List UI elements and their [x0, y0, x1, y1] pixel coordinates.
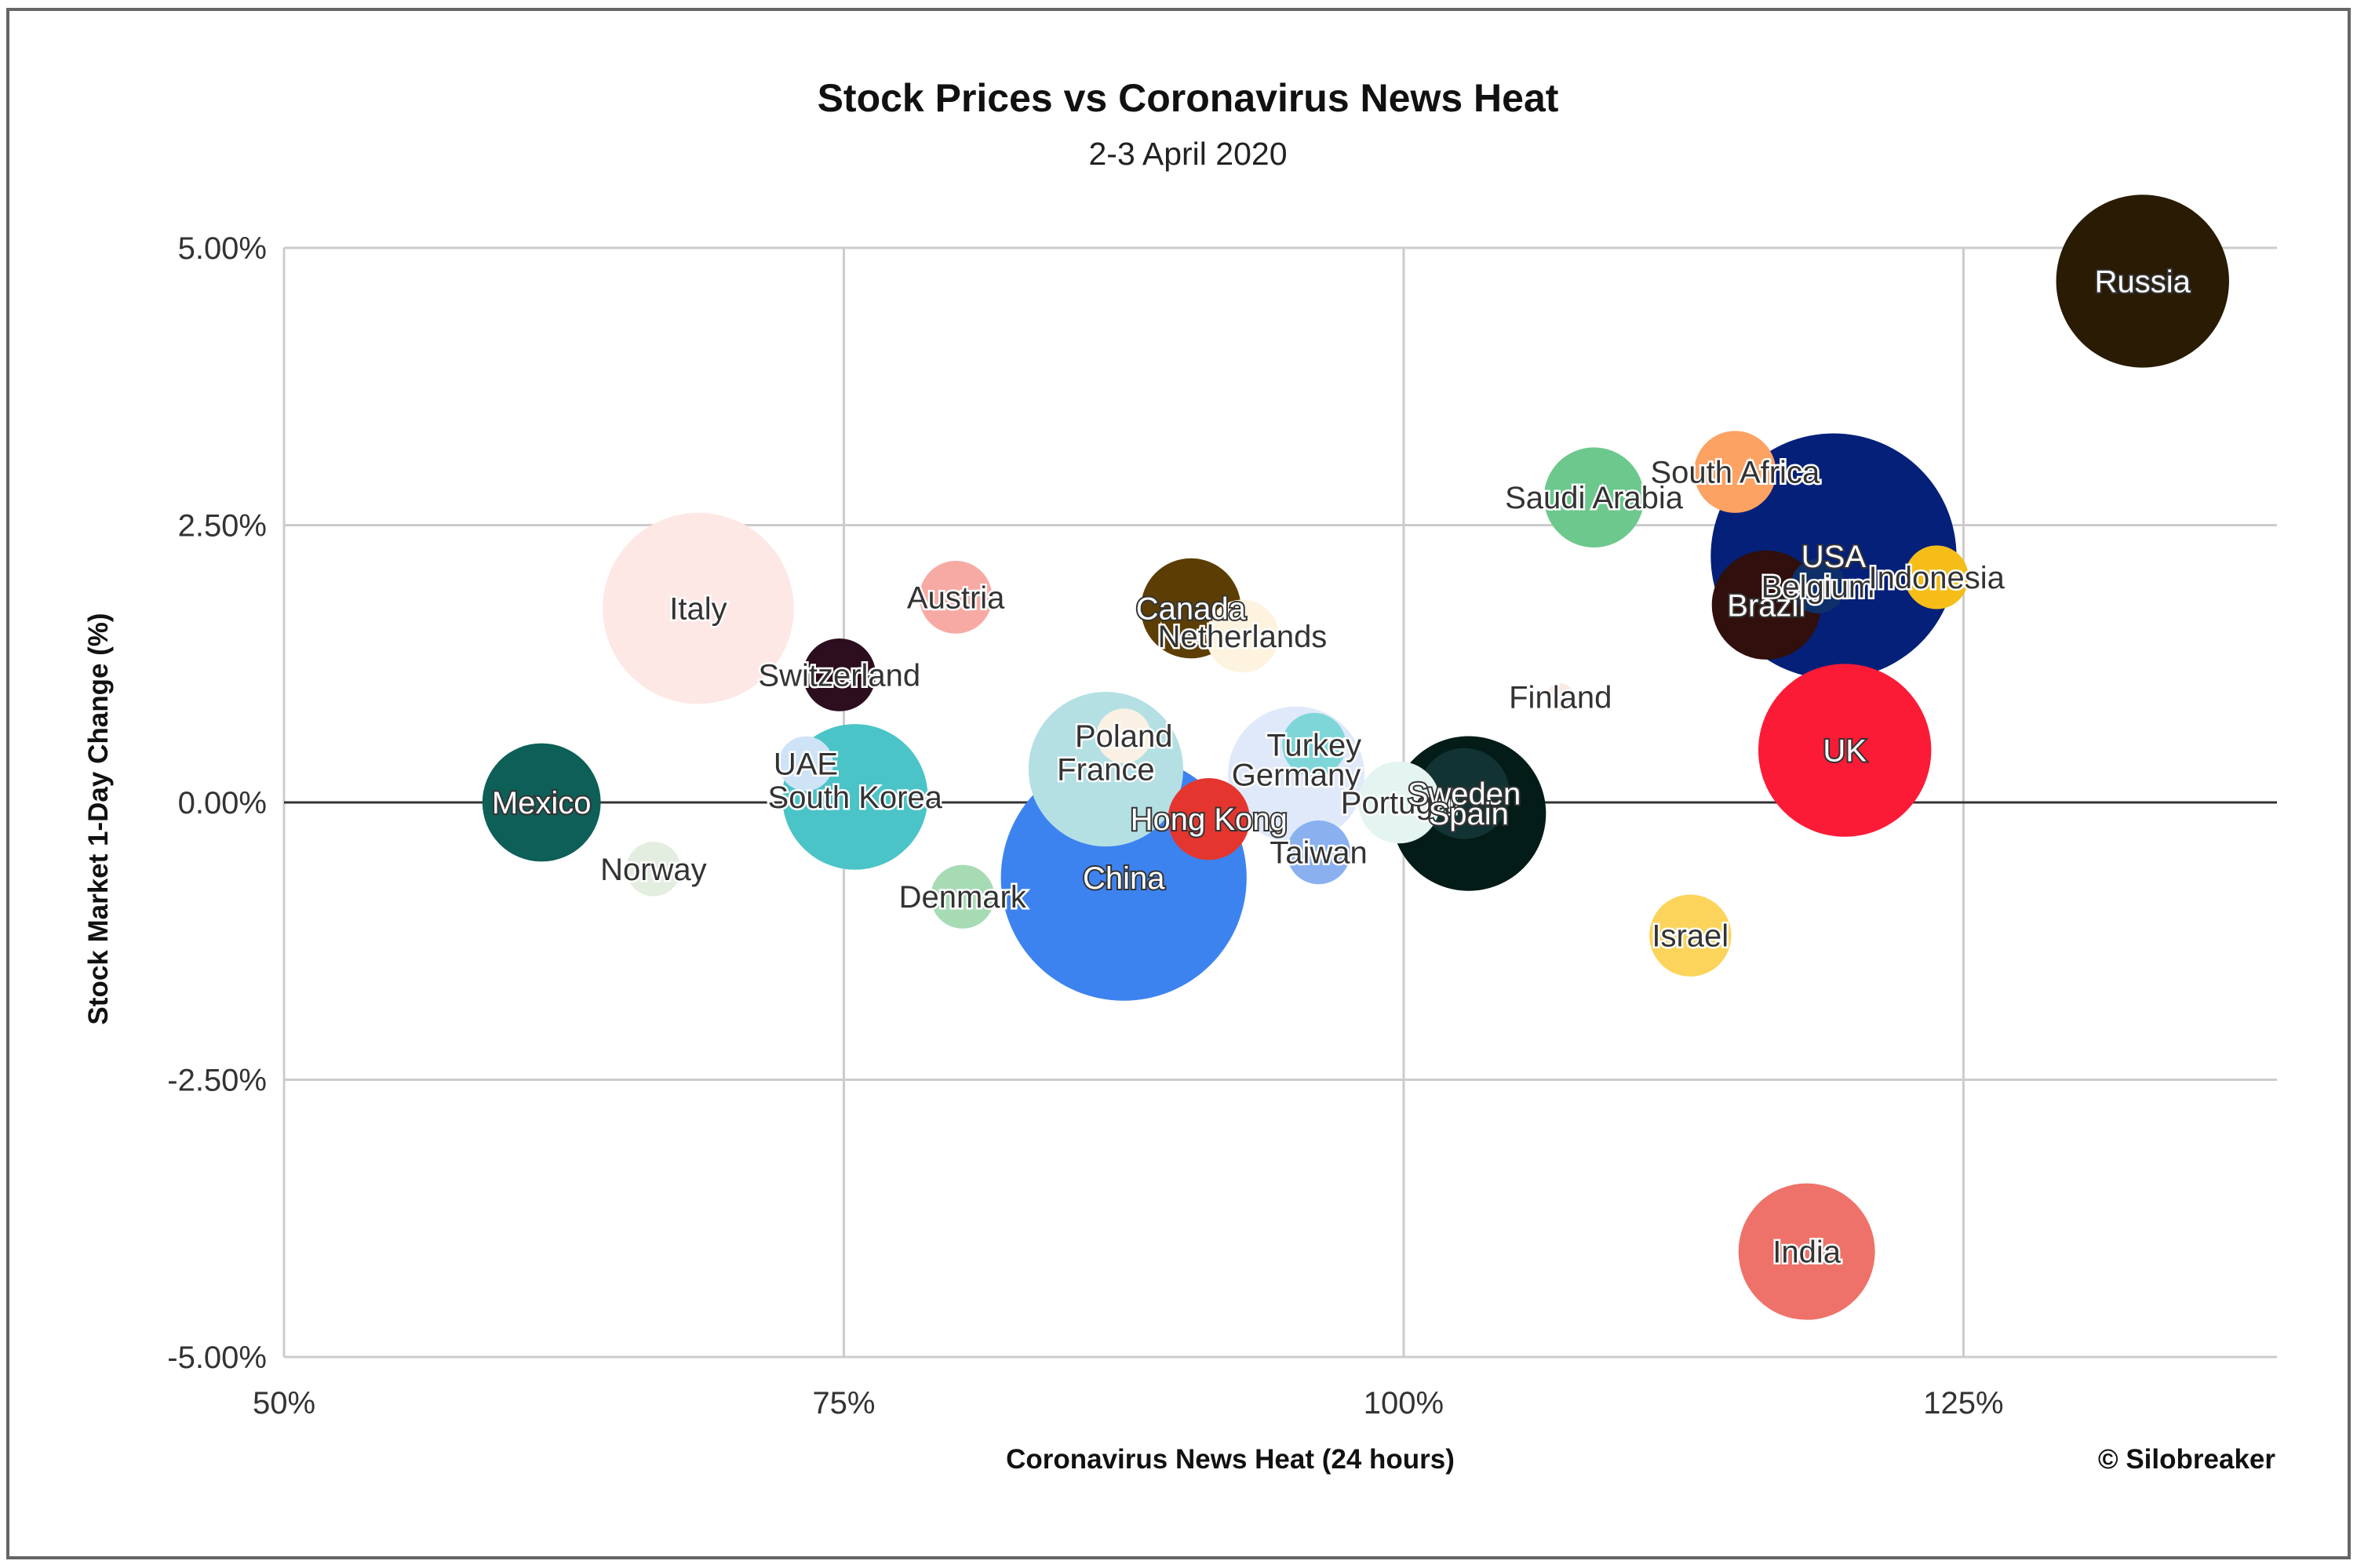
bubble-netherlands[interactable]	[1206, 599, 1279, 673]
bubble-label-uae: UAE	[774, 748, 838, 782]
y-tick-label: -2.50%	[167, 1064, 267, 1098]
bubble-taiwan[interactable]	[1286, 820, 1351, 885]
bubble-belgium[interactable]	[1791, 558, 1845, 614]
bubble-label-finland: Finland	[1509, 681, 1612, 715]
bubble-norway[interactable]	[626, 842, 681, 897]
bubble-label-israel: Israel	[1652, 919, 1729, 954]
bubble-label-germany: Germany	[1232, 759, 1361, 793]
bubble-label-canada: Canada	[1136, 592, 1247, 627]
chart-frame: Stock Prices vs Coronavirus News Heat 2-…	[6, 8, 2351, 1559]
bubble-label-usa: USA	[1801, 540, 1867, 574]
bubble-sweden[interactable]	[1419, 748, 1510, 839]
bubble-label-poland: Poland	[1075, 719, 1173, 754]
y-tick-label: 5.00%	[178, 231, 267, 266]
y-tick-label: 0.00%	[178, 786, 267, 820]
bubble-label-south-korea: South Korea	[768, 780, 943, 815]
credit-label: © Silobreaker	[2098, 1444, 2276, 1475]
bubble-italy[interactable]	[603, 512, 794, 704]
x-tick-label: 75%	[812, 1386, 875, 1421]
bubble-chart: Stock Prices vs Coronavirus News Heat 2-…	[83, 76, 2277, 1475]
axis-ticks: 50% 75% 100% 125% 5.00% 2.50% 0.00% -2.50% -5.00…	[167, 231, 2003, 1421]
bubble-label-turkey: Turkey	[1266, 728, 1361, 762]
bubble-switzerland[interactable]	[803, 638, 876, 711]
bubble-label-indonesia: Indonesia	[1868, 561, 2005, 595]
bubble-label-netherlands: Netherlands	[1158, 620, 1328, 654]
bubble-indonesia[interactable]	[1904, 545, 1969, 609]
x-axis-title: Coronavirus News Heat (24 hours)	[1006, 1444, 1455, 1475]
y-tick-label: -5.00%	[167, 1341, 267, 1375]
bubble-label-denmark: Denmark	[899, 880, 1027, 915]
bubble-russia[interactable]	[2056, 195, 2229, 368]
bubble-uae[interactable]	[778, 736, 833, 791]
bubble-label-switzerland: Switzerland	[758, 658, 920, 693]
bubble-portugal[interactable]	[1358, 761, 1441, 844]
y-axis-title: Stock Market 1-Day Change (%)	[83, 613, 114, 1024]
bubble-label-spain: Spain	[1429, 797, 1509, 831]
chart-title: Stock Prices vs Coronavirus News Heat	[818, 76, 1559, 120]
bubble-label-china: China	[1083, 861, 1165, 896]
bubble-uk[interactable]	[1758, 664, 1932, 837]
bubble-israel[interactable]	[1649, 894, 1732, 977]
x-tick-label: 125%	[1923, 1386, 2003, 1421]
bubble-denmark[interactable]	[931, 864, 995, 929]
bubble-label-india: India	[1772, 1235, 1841, 1270]
bubble-turkey[interactable]	[1282, 712, 1346, 777]
bubble-finland[interactable]	[1546, 683, 1575, 711]
bubble-poland[interactable]	[1096, 708, 1152, 763]
bubble-label-norway: Norway	[600, 853, 707, 887]
chart-subtitle: 2-3 April 2020	[1088, 136, 1287, 172]
bubble-mexico[interactable]	[482, 743, 601, 862]
bubble-label-mexico: Mexico	[492, 786, 592, 820]
bubble-saudi-arabia[interactable]	[1543, 447, 1645, 548]
x-tick-label: 50%	[253, 1386, 315, 1421]
bubble-label-austria: Austria	[907, 580, 1005, 615]
bubble-label-taiwan: Taiwan	[1270, 836, 1368, 871]
bubble-label-uk: UK	[1823, 734, 1867, 769]
bubble-label-portugal: Portugal	[1341, 786, 1458, 820]
x-tick-label: 100%	[1364, 1386, 1444, 1421]
bubble-label-italy: Italy	[669, 592, 727, 627]
bubbles	[482, 195, 2229, 1320]
bubble-label-hong-kong: Hong Kong	[1131, 802, 1288, 837]
bubble-austria[interactable]	[919, 561, 993, 634]
bubble-hong-kong[interactable]	[1168, 778, 1250, 860]
y-tick-label: 2.50%	[178, 509, 267, 544]
bubble-india[interactable]	[1738, 1183, 1875, 1320]
bubble-south-africa[interactable]	[1694, 431, 1776, 513]
bubble-label-belgium: Belgium	[1761, 569, 1875, 604]
gridlines	[282, 246, 2277, 1359]
bubble-label-saudi-arabia: Saudi Arabia	[1505, 481, 1684, 515]
bubble-label-russia: Russia	[2095, 264, 2191, 299]
bubble-label-brazil: Brazil	[1727, 588, 1805, 623]
bubble-label-france: France	[1057, 753, 1155, 788]
bubble-label-south-africa: South Africa	[1651, 456, 1820, 490]
bubble-label-sweden: Sweden	[1408, 777, 1521, 812]
